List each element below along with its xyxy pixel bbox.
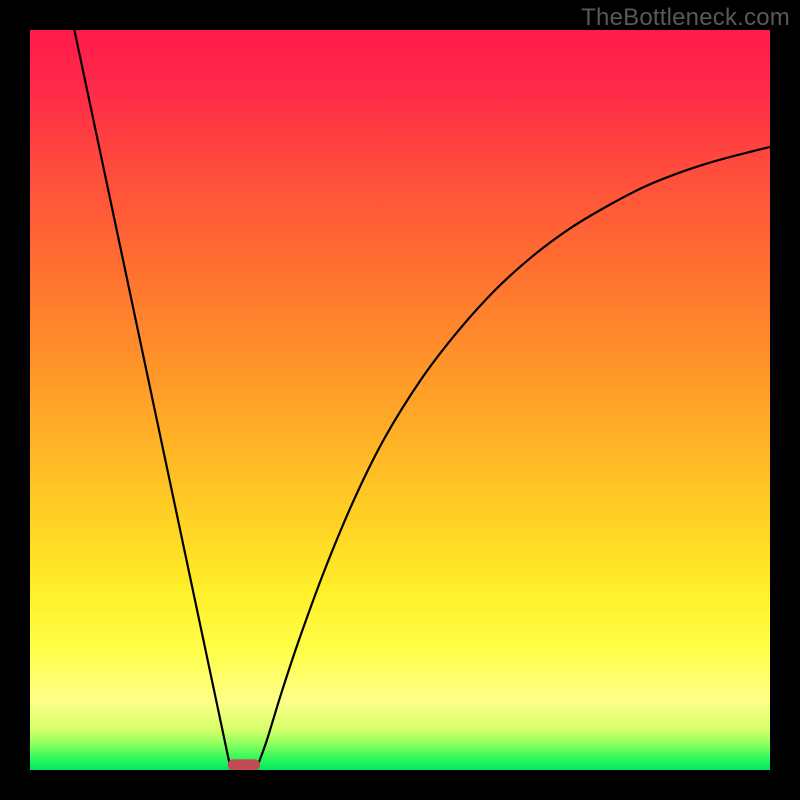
plot-background [30,30,770,770]
watermark-text: TheBottleneck.com [581,4,790,32]
chart-container: TheBottleneck.com [0,0,800,800]
minimum-marker [228,759,261,770]
bottleneck-chart [0,0,800,800]
